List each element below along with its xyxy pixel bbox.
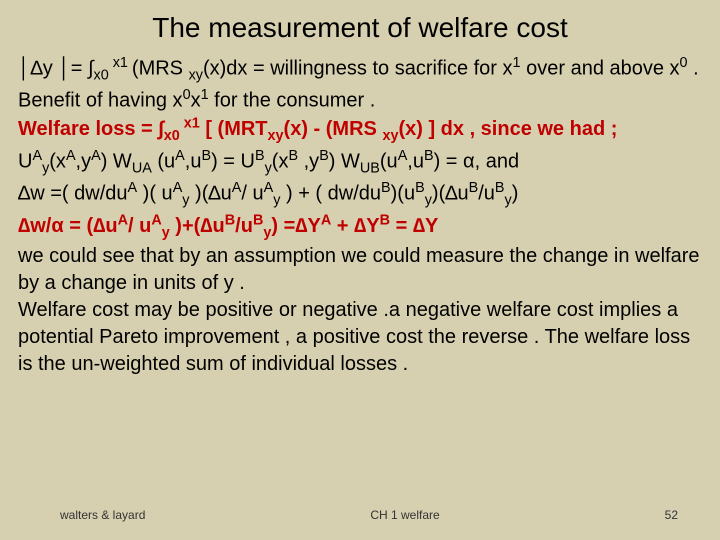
- text: xy: [268, 128, 284, 144]
- text: )(∆u: [432, 183, 469, 205]
- text: A: [232, 180, 242, 196]
- text: A: [91, 148, 101, 164]
- text: x: [191, 90, 201, 112]
- text: A: [398, 148, 408, 164]
- text: A: [175, 148, 185, 164]
- text: (x: [272, 151, 289, 173]
- text: x0: [164, 128, 180, 144]
- footer-center: CH 1 welfare: [370, 508, 439, 522]
- text: ,y: [76, 151, 92, 173]
- text: )(∆u: [190, 183, 232, 205]
- text: A: [66, 148, 76, 164]
- footer-right: 52: [665, 508, 678, 522]
- text: xy: [382, 128, 398, 144]
- text: A: [32, 148, 42, 164]
- text: 1: [201, 87, 209, 103]
- text: Welfare loss = ∫: [18, 118, 164, 140]
- text: ) + ( dw/du: [280, 183, 381, 205]
- slide-footer: walters & layard CH 1 welfare 52: [0, 508, 720, 522]
- text: A: [173, 180, 183, 196]
- footer-left: walters & layard: [60, 508, 145, 522]
- text: )( u: [137, 183, 173, 205]
- text: (x: [49, 151, 66, 173]
- text: x1: [180, 116, 200, 132]
- slide-title: The measurement of welfare cost: [18, 12, 702, 44]
- text: A: [151, 212, 161, 228]
- text: B: [495, 180, 505, 196]
- text-red: ∆w/α = (∆uA/ uAy )+(∆uB/uBy) =∆YA + ∆YB …: [18, 215, 438, 237]
- text: x1: [109, 55, 132, 71]
- text: A: [321, 212, 331, 228]
- text-red: Welfare loss = ∫x0 x1 [ (MRTxy(x) - (MRS…: [18, 118, 617, 140]
- text: (u: [152, 151, 175, 173]
- text: B: [319, 148, 329, 164]
- text: [ (MRT: [200, 118, 268, 140]
- text: y: [425, 193, 432, 209]
- slide-body: │∆y │= ∫x0 x1 (MRS xy(x)dx = willingness…: [18, 54, 702, 378]
- text: A: [118, 212, 128, 228]
- text: Welfare cost may be positive or negative…: [18, 299, 690, 375]
- text: ) = α, and: [434, 151, 520, 173]
- text: 1: [513, 55, 521, 71]
- text: B: [415, 180, 425, 196]
- text: ) W: [101, 151, 132, 173]
- text: B: [201, 148, 211, 164]
- text: ,y: [298, 151, 319, 173]
- text: ,u: [407, 151, 424, 173]
- text: ) W: [329, 151, 360, 173]
- text: y: [162, 225, 170, 241]
- text: / u: [128, 215, 151, 237]
- text: (x) ] dx , since we had ;: [398, 118, 617, 140]
- text: B: [255, 148, 265, 164]
- text: ) =∆Y: [271, 215, 320, 237]
- text: y: [265, 161, 272, 177]
- text: B: [381, 180, 391, 196]
- text: ,u: [185, 151, 202, 173]
- text: B: [424, 148, 434, 164]
- text: /u: [478, 183, 495, 205]
- text: 0: [680, 55, 688, 71]
- text: over and above x: [521, 58, 680, 80]
- text: (x) - (MRS: [284, 118, 383, 140]
- text: y: [182, 193, 189, 209]
- text: U: [18, 151, 32, 173]
- text: / u: [241, 183, 263, 205]
- text: ∆w/α = (∆u: [18, 215, 118, 237]
- text: )+(∆u: [170, 215, 225, 237]
- text: │∆y │= ∫: [18, 58, 94, 80]
- text: = ∆Y: [390, 215, 438, 237]
- text: B: [288, 148, 298, 164]
- text: B: [380, 212, 390, 228]
- text: B: [253, 212, 263, 228]
- text: (x)dx = willingness to sacrifice for x: [203, 58, 513, 80]
- text: + ∆Y: [331, 215, 379, 237]
- text: for the consumer .: [209, 90, 376, 112]
- text: UB: [360, 161, 380, 177]
- text: ): [512, 183, 519, 205]
- text: x0: [94, 68, 109, 84]
- text: we could see that by an assumption we co…: [18, 245, 700, 294]
- text: )(u: [391, 183, 415, 205]
- text: ∆w =( dw/du: [18, 183, 128, 205]
- text: A: [128, 180, 138, 196]
- text: (MRS: [132, 58, 189, 80]
- slide: The measurement of welfare cost │∆y │= ∫…: [0, 0, 720, 540]
- text: UA: [132, 161, 152, 177]
- text: A: [264, 180, 274, 196]
- text: ) = U: [211, 151, 255, 173]
- text: y: [505, 193, 512, 209]
- text: B: [225, 212, 235, 228]
- text: /u: [235, 215, 253, 237]
- text: 0: [183, 87, 191, 103]
- text: B: [469, 180, 479, 196]
- text: xy: [189, 68, 203, 84]
- text: (u: [380, 151, 398, 173]
